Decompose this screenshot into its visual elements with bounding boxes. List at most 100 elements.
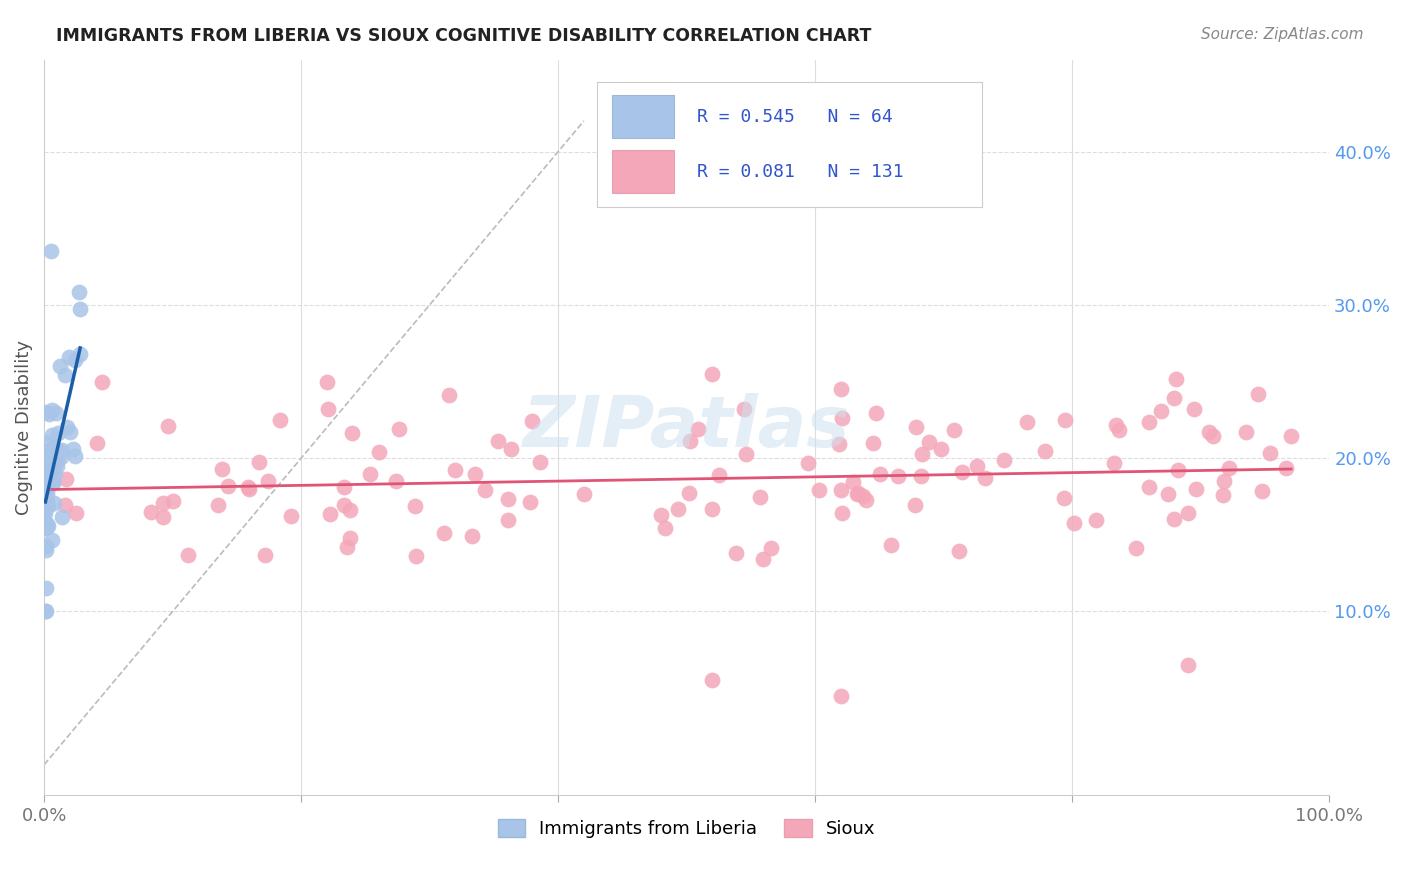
Point: [59, 425, 82, 439]
Point: [1137, 480, 1160, 494]
Point: [141, 505, 163, 519]
Point: [39, 476, 62, 491]
Point: [1164, 372, 1187, 386]
Text: ZIPatlas: ZIPatlas: [523, 393, 851, 462]
Point: [38, 461, 60, 475]
Point: [42, 475, 65, 490]
Point: [654, 521, 676, 535]
Point: [733, 402, 755, 417]
Point: [1035, 444, 1057, 458]
Point: [86, 436, 108, 450]
Point: [44, 466, 66, 480]
Point: [1213, 474, 1236, 488]
Point: [1185, 482, 1208, 496]
Point: [35, 469, 58, 483]
Point: [1150, 403, 1173, 417]
Point: [918, 434, 941, 449]
Point: [846, 485, 869, 500]
Point: [931, 442, 953, 456]
Point: [156, 418, 179, 433]
Point: [735, 447, 758, 461]
Point: [852, 489, 875, 503]
Point: [315, 375, 337, 389]
Point: [42, 474, 65, 488]
Point: [948, 544, 970, 558]
Point: [177, 548, 200, 562]
Point: [42, 440, 65, 454]
Point: [34, 604, 56, 618]
Point: [709, 468, 731, 483]
Point: [496, 491, 519, 506]
Point: [55, 472, 77, 486]
Point: [35, 540, 58, 554]
Point: [1053, 413, 1076, 427]
Point: [37, 444, 59, 458]
Point: [1108, 423, 1130, 437]
Point: [41, 450, 63, 464]
Point: [269, 413, 291, 427]
Point: [53, 368, 76, 382]
Point: [35, 604, 58, 618]
Point: [1053, 491, 1076, 505]
Point: [1163, 391, 1185, 405]
Point: [501, 442, 523, 456]
Point: [1250, 483, 1272, 498]
Point: [39, 444, 62, 458]
Point: [1274, 461, 1296, 475]
Point: [49, 359, 72, 374]
Point: [911, 447, 934, 461]
Point: [37, 466, 59, 480]
Point: [247, 455, 270, 469]
Point: [41, 533, 63, 547]
Point: [69, 347, 91, 361]
Point: [69, 301, 91, 316]
Point: [846, 487, 869, 501]
Point: [339, 531, 361, 545]
Point: [1234, 425, 1257, 439]
Point: [34, 516, 56, 530]
Point: [437, 388, 460, 402]
Point: [865, 406, 887, 420]
Point: [880, 538, 903, 552]
Point: [333, 498, 356, 512]
Point: [152, 510, 174, 524]
Point: [1279, 429, 1302, 443]
Point: [1085, 513, 1108, 527]
Point: [37, 472, 59, 486]
Point: [236, 480, 259, 494]
Point: [830, 483, 852, 498]
Point: [1015, 415, 1038, 429]
Point: [904, 419, 927, 434]
Point: [686, 422, 709, 436]
Point: [650, 508, 672, 522]
Point: [950, 465, 973, 479]
Point: [280, 509, 302, 524]
Point: [34, 405, 56, 419]
Point: [443, 463, 465, 477]
Point: [842, 475, 865, 489]
Point: [761, 541, 783, 555]
Point: [486, 434, 509, 449]
Point: [38, 479, 60, 493]
Point: [42, 455, 65, 469]
Point: [831, 506, 853, 520]
Point: [1247, 387, 1270, 401]
Point: [474, 483, 496, 497]
Point: [37, 487, 59, 501]
Point: [830, 689, 852, 703]
Point: [35, 543, 58, 558]
Point: [830, 382, 852, 396]
Point: [35, 476, 58, 491]
Point: [34, 501, 56, 516]
Point: [433, 525, 456, 540]
Point: [1063, 516, 1085, 530]
Point: [35, 521, 58, 535]
Point: [67, 285, 90, 299]
Point: [51, 509, 73, 524]
Point: [529, 455, 551, 469]
Point: [887, 468, 910, 483]
Point: [368, 445, 391, 459]
Point: [35, 581, 58, 595]
Point: [700, 501, 723, 516]
Point: [1157, 487, 1180, 501]
